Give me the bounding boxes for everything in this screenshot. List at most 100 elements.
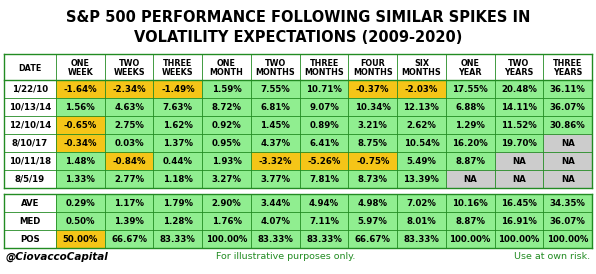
Text: 66.67%: 66.67%	[355, 235, 391, 244]
Text: 0.89%: 0.89%	[309, 121, 339, 130]
Text: 36.11%: 36.11%	[550, 84, 586, 93]
Text: 8.73%: 8.73%	[358, 175, 388, 184]
Text: 100.00%: 100.00%	[498, 235, 539, 244]
Text: 12/10/14: 12/10/14	[9, 121, 51, 130]
Text: WEEK: WEEK	[67, 68, 93, 77]
Text: 1.79%: 1.79%	[163, 198, 193, 207]
Text: NA: NA	[561, 175, 575, 184]
Text: 1.37%: 1.37%	[163, 138, 193, 147]
Text: 20.48%: 20.48%	[501, 84, 537, 93]
Text: MONTHS: MONTHS	[402, 68, 441, 77]
Bar	[446, 116, 495, 134]
Text: 0.92%: 0.92%	[212, 121, 241, 130]
Text: YEARS: YEARS	[553, 68, 582, 77]
Text: 10.16%: 10.16%	[452, 198, 488, 207]
Bar	[397, 194, 446, 212]
Text: POS: POS	[20, 235, 40, 244]
Text: 10.54%: 10.54%	[403, 138, 439, 147]
Text: 1.59%: 1.59%	[212, 84, 241, 93]
Text: 8.87%: 8.87%	[455, 216, 485, 226]
Text: 1.56%: 1.56%	[66, 102, 95, 112]
Text: 0.44%: 0.44%	[163, 156, 193, 165]
Bar	[544, 80, 592, 98]
Bar	[4, 54, 56, 80]
Bar	[153, 212, 202, 230]
Text: 4.63%: 4.63%	[114, 102, 144, 112]
Bar	[397, 116, 446, 134]
Bar	[495, 194, 544, 212]
Text: 2.62%: 2.62%	[406, 121, 436, 130]
Text: 1.76%: 1.76%	[212, 216, 241, 226]
Bar	[251, 212, 300, 230]
Text: 0.03%: 0.03%	[114, 138, 144, 147]
Bar	[4, 170, 56, 188]
Text: 17.55%: 17.55%	[452, 84, 488, 93]
Text: 83.33%: 83.33%	[257, 235, 293, 244]
Bar	[300, 134, 349, 152]
Text: 3.44%: 3.44%	[260, 198, 290, 207]
Text: 10/13/14: 10/13/14	[9, 102, 51, 112]
Text: 1.33%: 1.33%	[66, 175, 95, 184]
Bar	[300, 54, 349, 80]
Bar	[56, 98, 105, 116]
Bar	[153, 134, 202, 152]
Text: 10.71%: 10.71%	[306, 84, 342, 93]
Text: 1.18%: 1.18%	[163, 175, 193, 184]
Text: 8.75%: 8.75%	[358, 138, 387, 147]
Bar	[251, 194, 300, 212]
Bar	[56, 116, 105, 134]
Bar	[4, 134, 56, 152]
Text: TWO: TWO	[508, 59, 529, 68]
Bar	[349, 194, 397, 212]
Bar	[446, 80, 495, 98]
Text: 9.07%: 9.07%	[309, 102, 339, 112]
Text: SIX: SIX	[414, 59, 429, 68]
Bar	[397, 98, 446, 116]
Bar	[349, 230, 397, 248]
Bar	[446, 98, 495, 116]
Bar	[300, 230, 349, 248]
Bar	[4, 80, 56, 98]
Bar	[544, 54, 592, 80]
Bar	[544, 98, 592, 116]
Bar	[153, 230, 202, 248]
Bar	[4, 212, 56, 230]
Bar	[446, 170, 495, 188]
Bar	[4, 152, 56, 170]
Text: 1.29%: 1.29%	[455, 121, 485, 130]
Text: NA: NA	[463, 175, 477, 184]
Bar	[349, 98, 397, 116]
Bar	[105, 80, 153, 98]
Bar	[105, 54, 153, 80]
Text: THREE: THREE	[553, 59, 582, 68]
Text: YEARS: YEARS	[504, 68, 533, 77]
Text: @CiovaccoCapital: @CiovaccoCapital	[6, 252, 108, 262]
Text: 6.81%: 6.81%	[260, 102, 290, 112]
Text: 36.07%: 36.07%	[550, 102, 586, 112]
Text: 1.28%: 1.28%	[163, 216, 193, 226]
Bar	[300, 194, 349, 212]
Text: 1/22/10: 1/22/10	[12, 84, 48, 93]
Bar	[251, 98, 300, 116]
Text: 8/10/17: 8/10/17	[12, 138, 48, 147]
Bar	[495, 54, 544, 80]
Bar	[202, 98, 251, 116]
Text: MONTHS: MONTHS	[256, 68, 295, 77]
Text: TWO: TWO	[265, 59, 286, 68]
Text: 1.39%: 1.39%	[114, 216, 144, 226]
Text: 8.01%: 8.01%	[406, 216, 436, 226]
Bar	[349, 152, 397, 170]
Bar	[300, 152, 349, 170]
Text: -0.37%: -0.37%	[356, 84, 389, 93]
Text: -3.32%: -3.32%	[259, 156, 292, 165]
Text: WEEKS: WEEKS	[113, 68, 145, 77]
Bar	[4, 116, 56, 134]
Bar	[4, 230, 56, 248]
Text: 1.93%: 1.93%	[212, 156, 241, 165]
Bar	[202, 54, 251, 80]
Bar	[544, 116, 592, 134]
Bar	[397, 54, 446, 80]
Bar	[349, 170, 397, 188]
Bar	[495, 212, 544, 230]
Text: 8/5/19: 8/5/19	[15, 175, 45, 184]
